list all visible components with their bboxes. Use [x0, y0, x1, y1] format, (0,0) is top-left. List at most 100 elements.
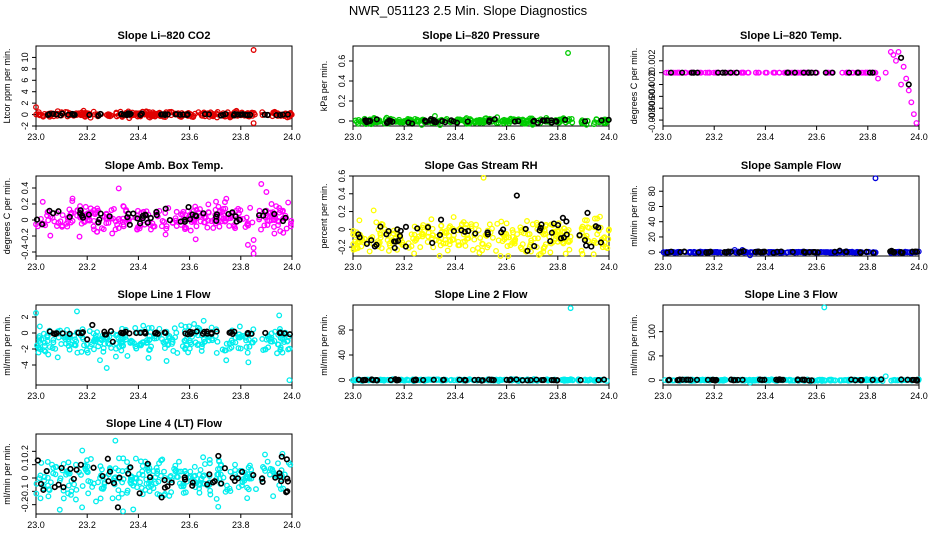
data-point-all	[33, 104, 39, 111]
data-point-subset	[909, 248, 916, 255]
data-point-all	[578, 225, 585, 232]
data-point-all	[249, 219, 256, 226]
data-point-all	[521, 119, 528, 126]
data-point-all	[250, 120, 257, 127]
data-point-subset	[166, 217, 174, 224]
y-tick-label: 0.6	[337, 170, 347, 183]
data-point-all	[172, 467, 179, 474]
data-point-all	[501, 236, 508, 243]
y-axis-label: ml/min per min.	[319, 314, 329, 376]
data-point-subset	[440, 376, 447, 384]
data-point-all	[223, 357, 230, 364]
data-point-all	[569, 119, 576, 126]
data-point-subset	[524, 377, 531, 384]
data-point-subset	[103, 331, 110, 338]
data-point-subset	[800, 248, 808, 255]
data-point-all	[201, 339, 208, 345]
y-tick-label: 8	[20, 66, 30, 71]
data-point-all	[90, 108, 97, 115]
data-point-subset	[878, 376, 885, 383]
data-point-all	[91, 226, 97, 233]
y-tick-label: 2	[20, 101, 30, 106]
data-point-subset	[506, 377, 513, 384]
data-point-subset	[410, 377, 418, 384]
x-tick-label: 23.0	[27, 520, 45, 530]
data-point-all	[244, 349, 251, 356]
data-point-all	[115, 185, 122, 192]
data-point-subset	[99, 472, 106, 480]
data-point-all	[174, 350, 181, 356]
data-point-all	[416, 233, 422, 240]
data-point-subset	[427, 116, 435, 123]
data-point-subset	[261, 111, 268, 118]
y-tick-label: -0.006	[647, 95, 657, 121]
data-point-subset	[55, 481, 62, 488]
data-point-all	[95, 343, 102, 350]
data-point-all	[910, 111, 917, 118]
data-point-all	[752, 69, 759, 76]
data-point-all	[489, 234, 496, 241]
data-point-subset	[69, 110, 76, 118]
data-point-all	[207, 491, 214, 498]
data-point-subset	[154, 330, 161, 337]
data-point-all	[73, 486, 80, 493]
plot-frame	[35, 304, 293, 386]
data-point-all	[120, 455, 127, 462]
data-point-all	[776, 69, 783, 76]
data-point-all	[103, 365, 110, 371]
data-point-all	[36, 112, 43, 119]
data-point-all	[597, 376, 604, 383]
data-point-all	[60, 487, 67, 494]
x-tick-label: 23.6	[181, 391, 199, 401]
data-point-all	[132, 455, 139, 462]
data-point-all	[469, 246, 476, 253]
data-point-all	[378, 245, 385, 252]
data-point-all	[42, 348, 49, 355]
data-point-subset	[107, 328, 115, 335]
data-point-subset	[44, 111, 52, 118]
x-tick-label: 23.6	[808, 262, 826, 272]
y-tick-label: -0.004	[647, 84, 657, 110]
data-point-subset	[84, 336, 91, 343]
data-point-subset	[70, 475, 77, 483]
data-point-all	[42, 222, 49, 229]
data-point-subset	[85, 211, 93, 218]
data-point-all	[150, 468, 157, 475]
data-point-all	[161, 468, 167, 475]
data-point-all	[498, 218, 505, 225]
data-point-all	[676, 69, 683, 76]
data-point-all	[822, 249, 829, 256]
data-point-subset	[189, 482, 196, 489]
data-point-all	[72, 342, 79, 349]
data-point-subset	[592, 223, 599, 230]
data-point-all	[420, 222, 427, 228]
data-point-all	[133, 475, 140, 482]
data-point-all	[246, 343, 253, 350]
data-point-all	[191, 463, 198, 470]
data-point-all	[139, 471, 146, 478]
data-point-subset	[106, 468, 114, 475]
data-point-subset	[192, 212, 199, 219]
data-point-all	[161, 345, 168, 352]
plot-frame	[35, 45, 293, 127]
y-axis-label: ml/min per min.	[629, 185, 639, 247]
data-point-subset	[239, 468, 246, 475]
x-tick-label: 23.6	[181, 520, 199, 530]
data-point-all	[419, 233, 426, 240]
y-tick-label: 4	[20, 89, 30, 94]
data-point-all	[250, 47, 257, 53]
data-point-subset	[812, 69, 819, 76]
chart-panel-1: Slope Li–820 CO2 Ltcor ppm per min. 23.0 23…	[2, 30, 301, 142]
data-point-subset	[898, 249, 905, 256]
data-point-subset	[905, 81, 912, 88]
y-tick-label: -4	[20, 361, 30, 369]
data-point-subset	[79, 214, 87, 221]
data-point-all	[45, 493, 52, 500]
data-point-subset	[810, 248, 817, 256]
data-point-all	[447, 238, 454, 245]
data-point-all	[350, 246, 357, 253]
data-point-subset	[125, 470, 132, 477]
data-point-all	[90, 346, 97, 353]
data-point-all	[893, 57, 899, 64]
data-point-all	[213, 349, 220, 356]
